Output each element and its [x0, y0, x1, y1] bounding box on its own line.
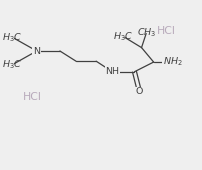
Text: $NH_2$: $NH_2$ — [162, 56, 182, 68]
Text: HCl: HCl — [23, 92, 42, 102]
Text: $CH_3$: $CH_3$ — [136, 26, 156, 39]
Text: $H_3C$: $H_3C$ — [113, 30, 133, 43]
Text: N: N — [33, 47, 40, 55]
Text: HCl: HCl — [157, 26, 175, 36]
Text: NH: NH — [105, 67, 119, 76]
Text: O: O — [135, 87, 142, 96]
Text: $H_3C$: $H_3C$ — [2, 58, 23, 71]
Text: $H_3C$: $H_3C$ — [2, 31, 23, 44]
